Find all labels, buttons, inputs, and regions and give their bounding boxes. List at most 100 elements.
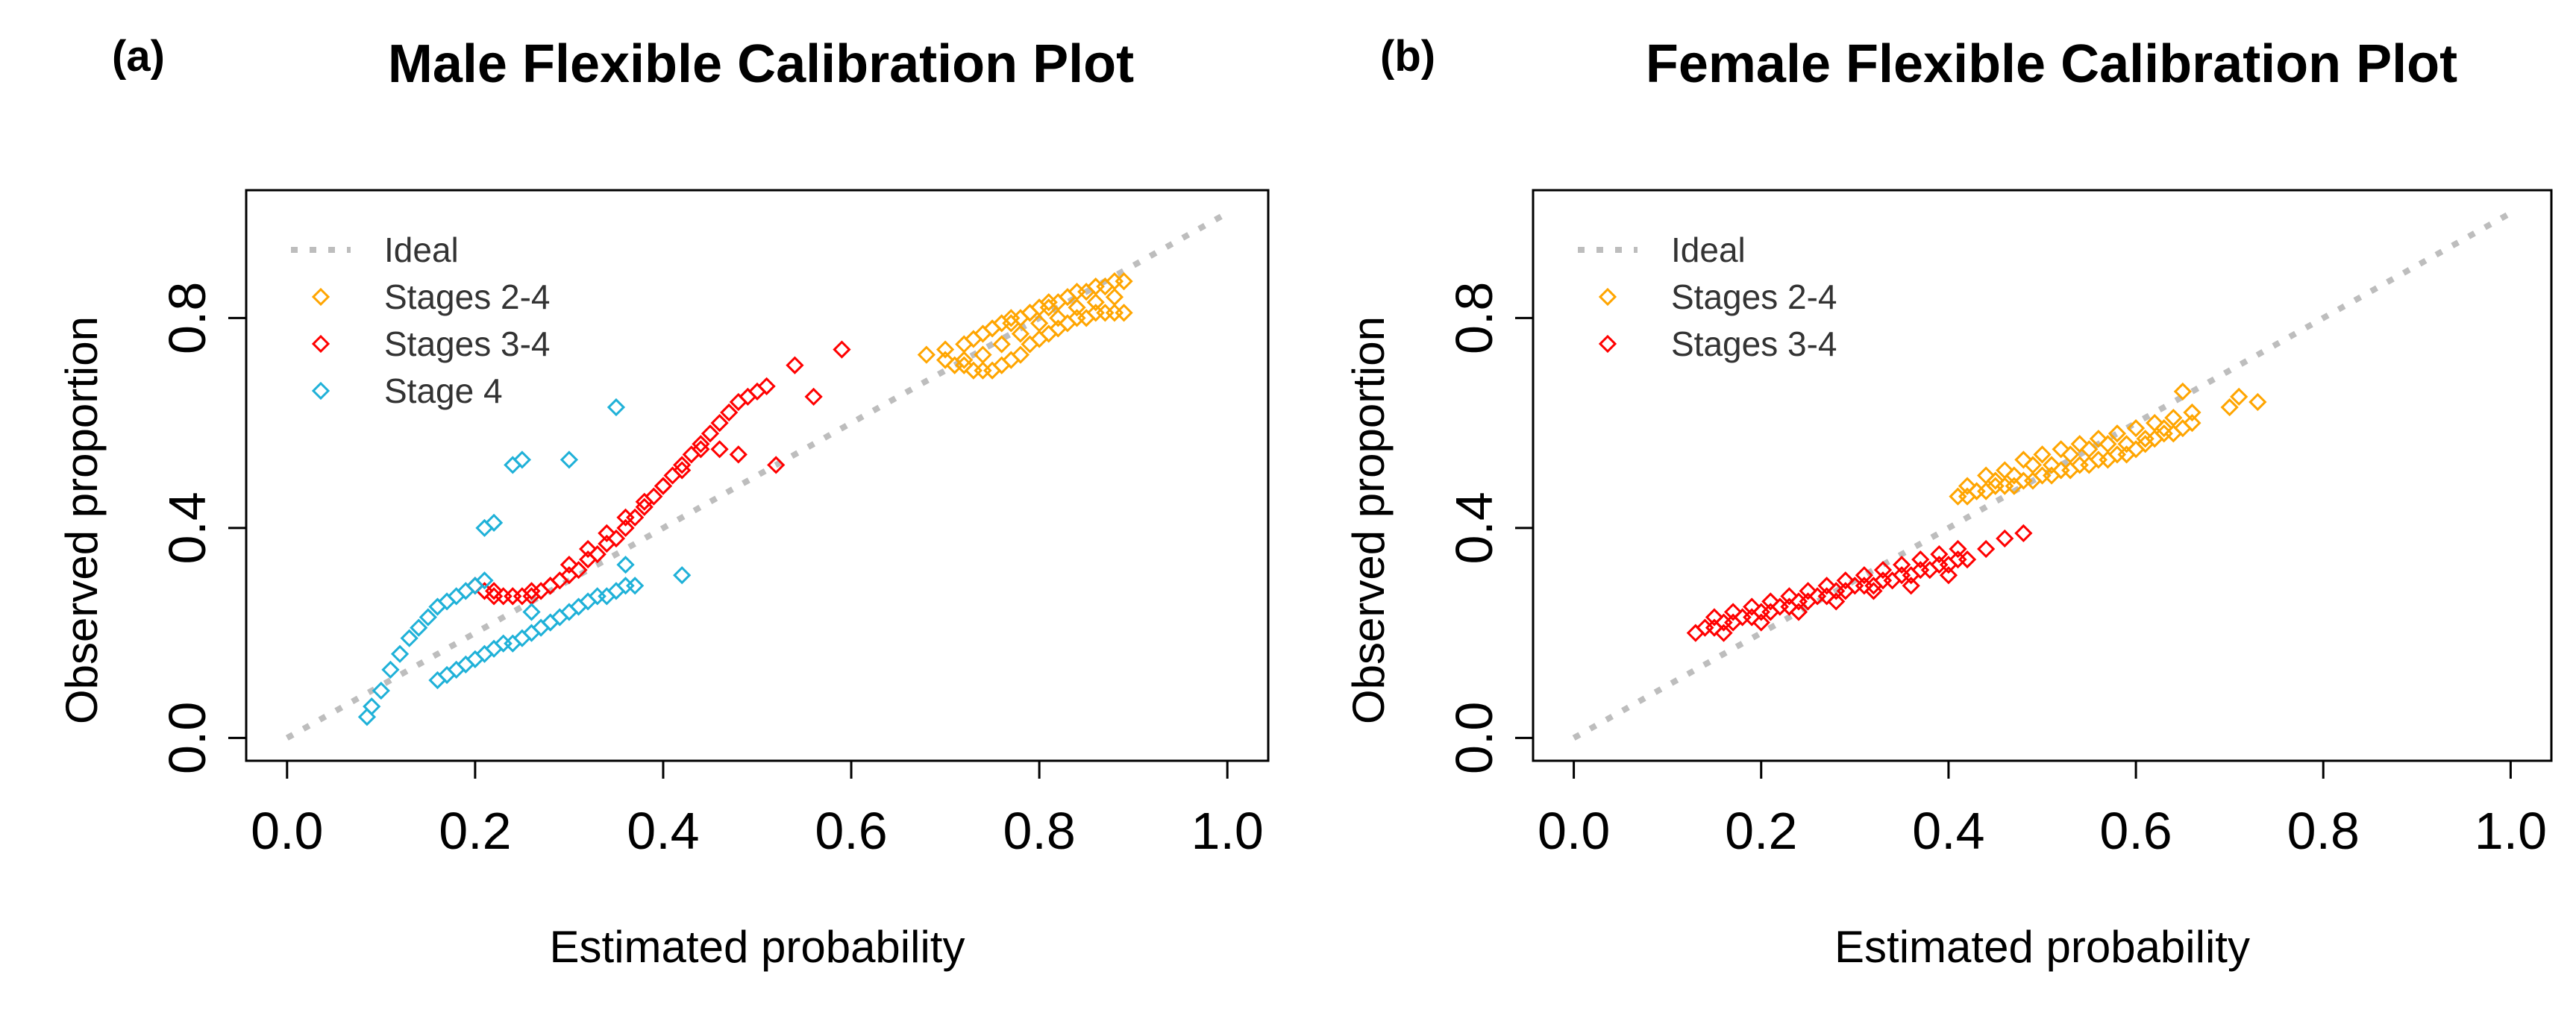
data-point — [2099, 450, 2117, 469]
x-tick-label: 0.6 — [2099, 802, 2172, 860]
legend-label-stages-3-4: Stages 3-4 — [1671, 324, 1837, 363]
data-point — [663, 466, 682, 485]
data-point — [1021, 335, 1039, 354]
data-point — [1836, 571, 1855, 590]
data-point — [974, 324, 992, 343]
data-point — [645, 487, 663, 506]
data-point — [2173, 419, 2192, 438]
data-point — [1864, 577, 1883, 595]
data-point — [2089, 430, 2108, 448]
data-point — [484, 582, 504, 600]
data-point — [1714, 613, 1733, 632]
data-point — [2220, 398, 2239, 417]
data-point — [1977, 539, 1996, 559]
data-point — [1911, 550, 1930, 569]
data-point — [475, 518, 494, 538]
plot-frame — [245, 189, 1270, 762]
data-point — [494, 587, 513, 606]
data-point — [2136, 435, 2154, 453]
data-point — [428, 671, 447, 690]
legend-label-stages-2-4: Stages 2-4 — [1671, 277, 1837, 316]
series-stages-2-4 — [917, 271, 1133, 380]
data-point — [541, 577, 560, 595]
data-point — [673, 566, 692, 585]
data-point — [1743, 608, 1761, 627]
data-point — [494, 634, 513, 653]
data-point — [2154, 419, 2173, 438]
data-point — [626, 577, 645, 595]
data-point — [475, 582, 494, 600]
data-point — [357, 708, 377, 726]
x-tick-label: 0.0 — [1538, 802, 1610, 860]
data-point — [1855, 566, 1874, 585]
data-point — [1949, 539, 1967, 559]
data-point — [1105, 304, 1124, 322]
data-point — [964, 361, 983, 380]
data-point — [1967, 482, 1986, 500]
data-point — [936, 340, 955, 359]
data-point — [1002, 314, 1021, 333]
data-point — [607, 398, 626, 417]
data-point — [1873, 561, 1893, 580]
data-point — [1002, 309, 1021, 327]
data-point — [616, 577, 635, 595]
legend: Ideal Stages 2-4 Stages 3-4 — [1578, 230, 1837, 363]
data-point — [1761, 603, 1780, 621]
data-point — [917, 345, 936, 364]
data-point — [1011, 345, 1030, 364]
data-point — [635, 492, 654, 511]
data-point — [729, 445, 748, 464]
data-point — [2080, 456, 2099, 474]
data-point — [1761, 592, 1780, 611]
data-point — [1893, 556, 1911, 574]
data-point — [692, 440, 710, 459]
data-point — [466, 650, 485, 668]
data-point — [1686, 624, 1705, 642]
data-point — [1723, 603, 1743, 621]
data-point — [1021, 304, 1039, 322]
legend-label-stages-2-4: Stages 2-4 — [384, 277, 550, 316]
data-point — [1021, 304, 1039, 322]
data-point — [2154, 424, 2173, 443]
x-tick-label: 0.0 — [251, 802, 323, 860]
male-calibration-panel: (a) Male Flexible Calibration Plot 0.0 0.2 0… — [57, 32, 1270, 972]
x-tick-label: 0.8 — [2287, 802, 2360, 860]
data-point — [1977, 466, 1996, 485]
data-point — [964, 330, 983, 348]
data-point — [654, 477, 673, 495]
data-point — [1977, 482, 1996, 500]
data-point — [710, 440, 729, 459]
data-point — [1115, 304, 1133, 322]
data-point — [1920, 561, 1939, 580]
data-point — [513, 629, 532, 647]
x-tick-label: 0.4 — [1912, 802, 1984, 860]
data-point — [541, 613, 560, 632]
data-point — [2061, 445, 2080, 464]
x-tick-label: 0.6 — [815, 802, 887, 860]
data-point — [955, 335, 974, 354]
panel-label: (b) — [1380, 32, 1435, 81]
data-point — [992, 335, 1011, 354]
data-point — [2117, 435, 2136, 453]
legend-ideal-label: Ideal — [1671, 230, 1746, 269]
data-point — [551, 608, 569, 627]
data-point — [579, 592, 598, 611]
data-point — [1115, 271, 1133, 291]
data-point — [1958, 487, 1977, 506]
data-point — [560, 556, 579, 574]
data-point — [2014, 450, 2033, 469]
data-point — [560, 603, 579, 621]
data-point — [1996, 461, 2014, 480]
data-point — [2126, 440, 2146, 459]
data-point — [2070, 435, 2089, 453]
data-point — [560, 450, 579, 469]
data-point — [2052, 440, 2070, 459]
data-point — [1086, 304, 1105, 322]
x-tick-label: 1.0 — [1191, 802, 1264, 860]
data-point — [2014, 524, 2033, 543]
data-point — [1077, 309, 1096, 327]
data-point — [504, 456, 522, 474]
data-point — [2183, 403, 2201, 422]
data-point — [2023, 456, 2043, 474]
data-point — [1986, 471, 2005, 490]
